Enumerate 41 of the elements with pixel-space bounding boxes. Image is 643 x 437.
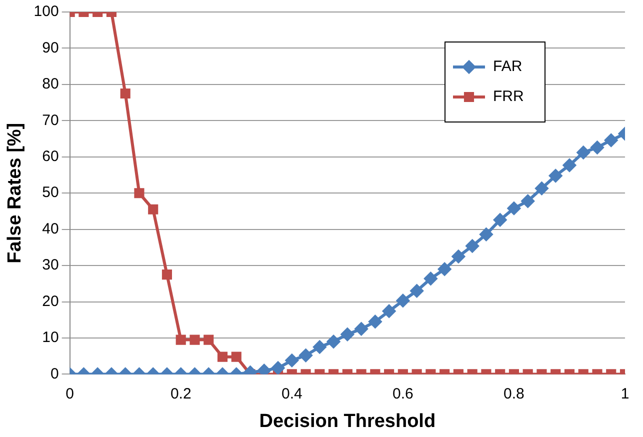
y-tick-label: 0: [50, 365, 59, 382]
x-tick-label: 0.2: [170, 385, 192, 402]
point: [507, 202, 520, 215]
x-tick-label: 0.8: [504, 385, 524, 402]
x-tick-label: 1: [620, 385, 630, 402]
y-tick-label: 30: [42, 256, 59, 274]
legend-label: FAR: [493, 58, 522, 76]
y-tick-label: 50: [42, 184, 59, 202]
point: [576, 146, 590, 160]
point: [424, 272, 438, 286]
y-tick-label: 20: [42, 292, 59, 310]
x-axis-title: Decision Threshold: [259, 410, 436, 432]
point: [494, 213, 507, 226]
point: [452, 250, 465, 263]
y-tick-label: 60: [42, 148, 59, 166]
y-tick-label: 40: [42, 220, 59, 238]
y-tick-label: 100: [34, 3, 59, 20]
point: [258, 364, 271, 374]
point: [590, 140, 604, 154]
y-tick-label: 80: [42, 76, 59, 93]
x-tick-label: 0: [66, 385, 74, 402]
point: [134, 188, 144, 198]
y-tick-label: 90: [42, 39, 59, 56]
point: [480, 228, 493, 241]
point: [148, 204, 158, 214]
y-tick-label: 10: [42, 329, 59, 346]
point: [410, 284, 424, 298]
point: [604, 134, 618, 147]
point: [521, 194, 534, 208]
x-tick-label: 0.4: [281, 385, 302, 402]
point: [549, 169, 562, 182]
point: [562, 158, 576, 172]
y-tick-label: 70: [42, 112, 59, 129]
point: [120, 88, 130, 99]
point: [466, 239, 479, 252]
point: [535, 182, 548, 195]
point: [162, 270, 172, 280]
x-tick-label: 0.6: [392, 385, 414, 402]
y-axis-title: False Rates [%]: [4, 122, 26, 264]
point: [438, 262, 452, 276]
legend-label: FRR: [493, 88, 524, 106]
